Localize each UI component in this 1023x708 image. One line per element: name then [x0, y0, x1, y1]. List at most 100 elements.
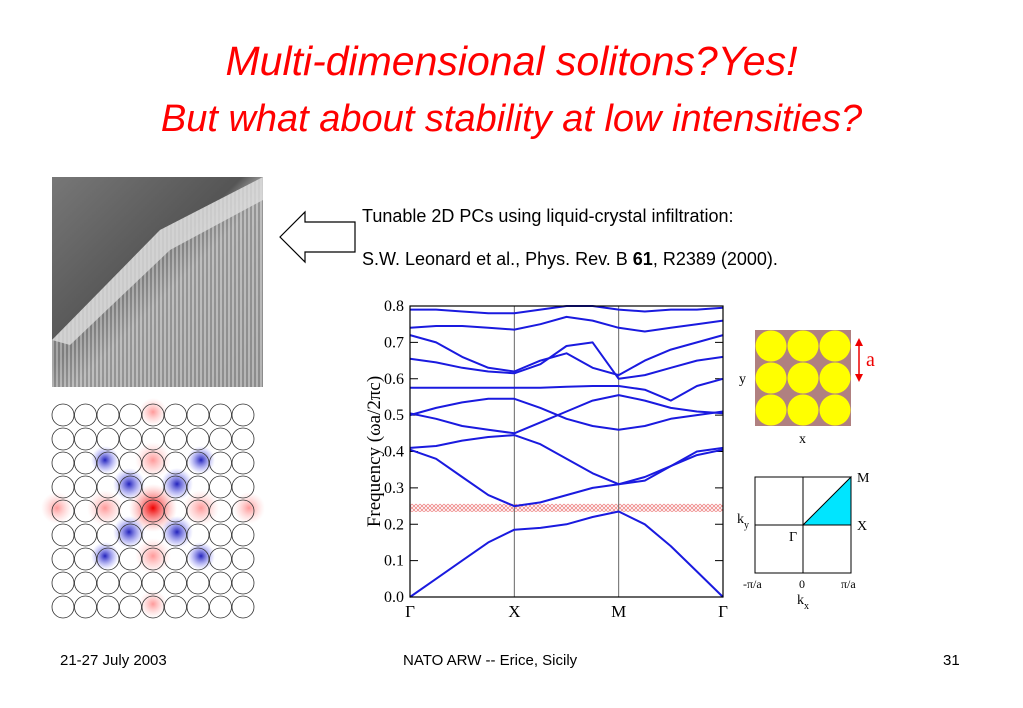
rod-outline	[231, 547, 255, 571]
rod-outline	[119, 403, 142, 427]
rod	[755, 394, 787, 426]
rod-outline	[141, 451, 165, 475]
rod-outline	[186, 547, 210, 571]
rod-outline	[119, 547, 142, 571]
rod-outline	[51, 427, 75, 451]
bz-label: M	[857, 471, 870, 486]
rod-outline	[96, 451, 120, 475]
rod-outline	[209, 451, 232, 475]
rod-outline	[209, 547, 232, 571]
bz-k: k	[737, 512, 744, 527]
rod-outline	[96, 595, 120, 619]
rod-outline	[96, 547, 120, 571]
rod-outline	[186, 523, 210, 547]
bz-label: Γ	[789, 530, 797, 545]
rod-outline	[119, 523, 142, 547]
bz-tick: -π/a	[743, 577, 762, 591]
y-tick-label: 0.2	[384, 516, 404, 533]
brillouin-zone: M X Γ ky -π/a 0 π/a kx	[737, 471, 870, 612]
bz-tick: π/a	[841, 577, 856, 591]
rod-outline	[119, 427, 142, 451]
rod-outline	[164, 547, 187, 571]
field-blob	[129, 484, 177, 532]
rod-outline	[164, 523, 187, 547]
field-blob	[113, 468, 145, 500]
y-tick-label: 0.4	[384, 444, 404, 461]
rod-outline	[96, 427, 120, 451]
rod-outline	[51, 475, 75, 499]
rod-outline	[186, 595, 210, 619]
y-tick-label: 0.8	[384, 298, 404, 315]
rod-outline	[164, 499, 187, 523]
band-line	[409, 434, 724, 486]
rod-outline	[74, 451, 97, 475]
rod-outline	[74, 403, 97, 427]
rod-outline	[141, 499, 165, 523]
field-blob	[161, 516, 193, 548]
rod-outline	[231, 403, 255, 427]
rod-outline	[141, 427, 165, 451]
rod-outline	[119, 571, 142, 595]
rod-outline	[186, 571, 210, 595]
rod-outline	[96, 475, 120, 499]
x-tick-label: M	[611, 602, 626, 621]
rod-outline	[209, 475, 232, 499]
rod-outline	[231, 427, 255, 451]
rod	[787, 330, 819, 362]
rod-outline	[74, 523, 97, 547]
rod-outline	[119, 451, 142, 475]
reference-line: S.W. Leonard et al., Phys. Rev. B 61, R2…	[362, 249, 778, 270]
field-blob	[135, 442, 171, 478]
subtitle: But what about stability at low intensit…	[160, 98, 863, 140]
y-tick-label: 0.1	[384, 553, 404, 570]
field-blob	[187, 446, 215, 474]
footer-event: NATO ARW -- Erice, Sicily	[403, 652, 578, 669]
rod-outline	[51, 595, 75, 619]
rod-outline	[74, 571, 97, 595]
rod	[787, 394, 819, 426]
x-tick-label: Γ	[718, 602, 728, 621]
band-line	[410, 377, 724, 402]
sem-photo	[52, 177, 263, 387]
field-image	[41, 398, 265, 619]
rod	[819, 330, 851, 362]
bz-sub: y	[744, 520, 749, 531]
y-tick-label: 0.0	[384, 589, 404, 606]
field-blob	[183, 490, 219, 526]
field-blob	[161, 468, 193, 500]
rod-outline	[186, 427, 210, 451]
footer-page: 31	[943, 652, 960, 669]
field-blob	[135, 538, 171, 574]
rod-outline	[141, 523, 165, 547]
arrow	[279, 210, 356, 264]
band-line	[409, 334, 724, 377]
rod-outline	[164, 475, 187, 499]
rod-outline	[119, 475, 142, 499]
y-tick-label: 0.6	[384, 371, 404, 388]
x-tick-label: Γ	[405, 602, 415, 621]
rod-outline	[186, 499, 210, 523]
y-axis-label: Frequency (ωa/2πc)	[364, 376, 385, 527]
rod-outline	[96, 523, 120, 547]
rod-outline	[119, 499, 142, 523]
rod-outline	[74, 427, 97, 451]
bz-label: kx	[797, 593, 809, 612]
footer-date: 21-27 July 2003	[60, 652, 167, 669]
lattice-label: x	[799, 432, 806, 447]
field-blob	[87, 490, 123, 526]
rod-outline	[74, 547, 97, 571]
rod-outline	[51, 499, 75, 523]
rod-outline	[231, 523, 255, 547]
bz-label: X	[857, 519, 867, 534]
rod-outline	[209, 403, 232, 427]
rod-outline	[96, 571, 120, 595]
rod-outline	[96, 499, 120, 523]
bz-k: k	[797, 593, 804, 608]
rod-outline	[164, 595, 187, 619]
rod-outline	[186, 403, 210, 427]
rod-outline	[231, 595, 255, 619]
rod-outline	[209, 571, 232, 595]
field-blob	[91, 542, 119, 570]
